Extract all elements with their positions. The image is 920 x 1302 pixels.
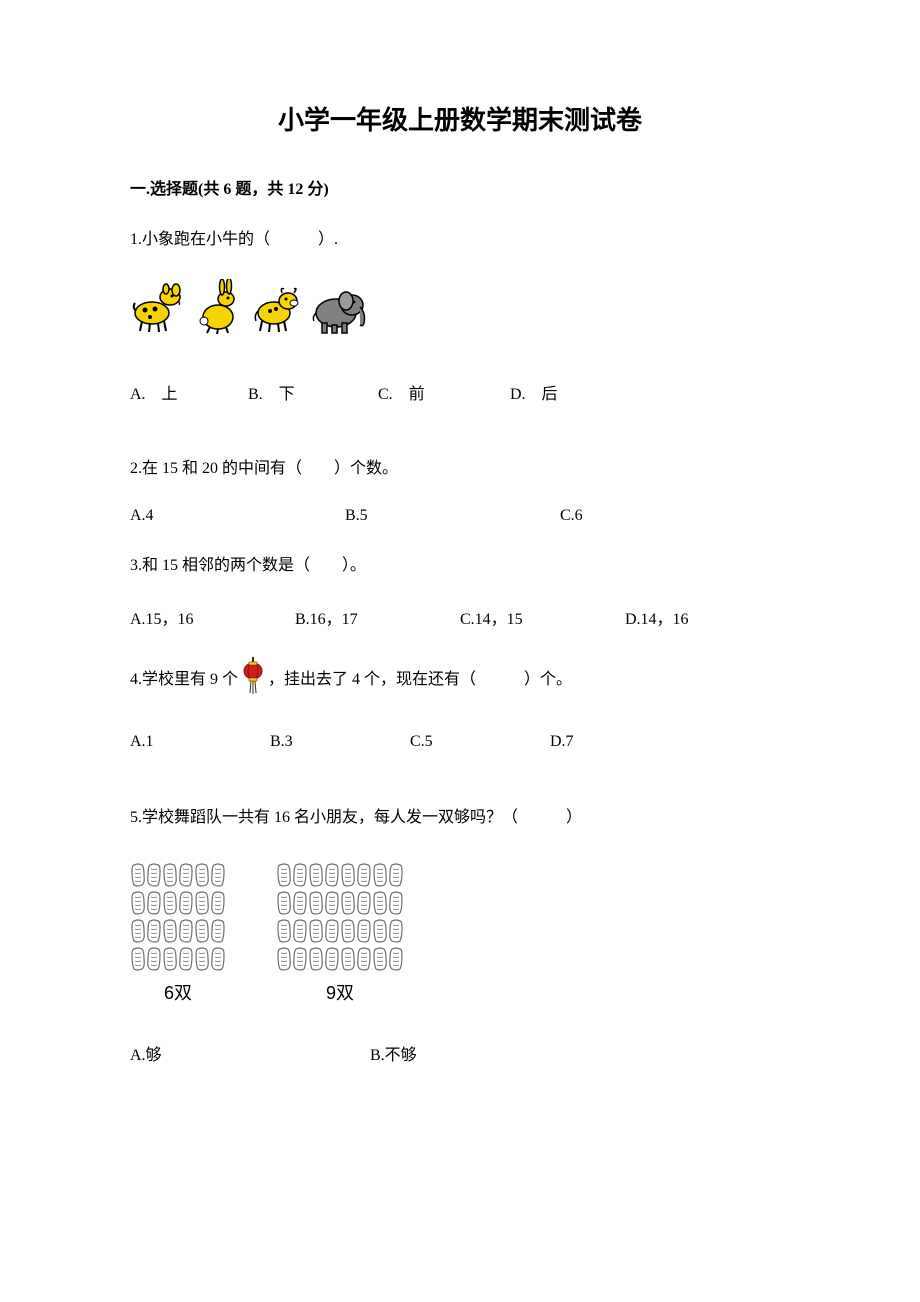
q3-opt-c: C.14，15	[460, 605, 625, 629]
q3-opt-b: B.16，17	[295, 605, 460, 629]
shoe-pair-icon	[194, 917, 226, 945]
q2-opt-c: C.6	[560, 507, 775, 525]
dog-icon	[130, 279, 188, 340]
q1-opt-b: B. 下	[248, 380, 378, 404]
shoe-pair-icon	[308, 889, 340, 917]
q4-options: A.1 B.3 C.5 D.7	[130, 733, 790, 751]
q4-opt-d: D.7	[550, 733, 690, 751]
q5-opt-a: A.够	[130, 1041, 370, 1065]
shoe-pair-icon	[372, 889, 404, 917]
q1-opt-a: A. 上	[130, 380, 248, 404]
shoe-pair-icon	[130, 861, 162, 889]
shoe-group-1-label: 6双	[130, 979, 226, 1005]
shoe-pair-icon	[276, 861, 308, 889]
q2-opt-a: A.4	[130, 507, 345, 525]
shoe-pair-icon	[162, 889, 194, 917]
q4-pre: 4.学校里有 9 个	[130, 667, 238, 693]
q1-animal-row	[130, 279, 790, 340]
q1-opt-d: D. 后	[510, 380, 558, 404]
q5-options: A.够 B.不够	[130, 1041, 790, 1065]
shoe-pair-icon	[340, 861, 372, 889]
shoe-pair-icon	[340, 917, 372, 945]
shoe-pair-icon	[276, 945, 308, 973]
shoe-pair-icon	[194, 945, 226, 973]
q4-text: 4.学校里有 9 个 ，挂出去了 4 个，现在还有（ ）个。	[130, 657, 790, 704]
rabbit-icon	[192, 279, 244, 340]
q4-opt-c: C.5	[410, 733, 550, 751]
q3-text: 3.和 15 相邻的两个数是（ ）。	[130, 553, 790, 579]
shoe-pair-icon	[194, 889, 226, 917]
shoe-pair-icon	[340, 889, 372, 917]
elephant-icon	[308, 279, 370, 340]
cow-icon	[248, 279, 304, 340]
shoe-pair-icon	[340, 945, 372, 973]
q3-options: A.15，16 B.16，17 C.14，15 D.14，16	[130, 605, 790, 629]
shoe-pair-icon	[308, 917, 340, 945]
shoe-group-2-label: 9双	[276, 979, 404, 1005]
q5-text: 5.学校舞蹈队一共有 16 名小朋友，每人发一双够吗？（ ）	[130, 805, 790, 831]
q1-text: 1.小象跑在小牛的（ ）.	[130, 227, 790, 253]
page-title: 小学一年级上册数学期末测试卷	[130, 100, 790, 137]
section-1-header: 一.选择题(共 6 题，共 12 分)	[130, 175, 790, 199]
shoe-group-1: 6双	[130, 861, 226, 1005]
shoe-pair-icon	[308, 861, 340, 889]
shoe-pair-icon	[372, 861, 404, 889]
q1-options: A. 上 B. 下 C. 前 D. 后	[130, 380, 790, 404]
q3-opt-d: D.14，16	[625, 605, 790, 629]
shoe-pair-icon	[130, 917, 162, 945]
q4-opt-b: B.3	[270, 733, 410, 751]
shoe-pair-icon	[276, 889, 308, 917]
shoe-pair-icon	[194, 861, 226, 889]
shoe-pair-icon	[162, 945, 194, 973]
q2-text: 2.在 15 和 20 的中间有（ ）个数。	[130, 456, 790, 482]
q3-opt-a: A.15，16	[130, 605, 295, 629]
shoe-pair-icon	[308, 945, 340, 973]
shoe-pair-icon	[130, 945, 162, 973]
shoe-pair-icon	[130, 889, 162, 917]
q4-post: ，挂出去了 4 个，现在还有（ ）个。	[268, 667, 572, 693]
q5-opt-b: B.不够	[370, 1041, 610, 1065]
shoe-pair-icon	[162, 861, 194, 889]
lantern-icon	[242, 657, 264, 704]
shoe-pair-icon	[372, 945, 404, 973]
q2-options: A.4 B.5 C.6	[130, 507, 790, 525]
q5-shoe-groups: 6双 9双	[130, 861, 790, 1005]
q1-opt-c: C. 前	[378, 380, 510, 404]
shoe-group-2: 9双	[276, 861, 404, 1005]
q4-opt-a: A.1	[130, 733, 270, 751]
shoe-pair-icon	[162, 917, 194, 945]
q2-opt-b: B.5	[345, 507, 560, 525]
shoe-pair-icon	[372, 917, 404, 945]
shoe-pair-icon	[276, 917, 308, 945]
